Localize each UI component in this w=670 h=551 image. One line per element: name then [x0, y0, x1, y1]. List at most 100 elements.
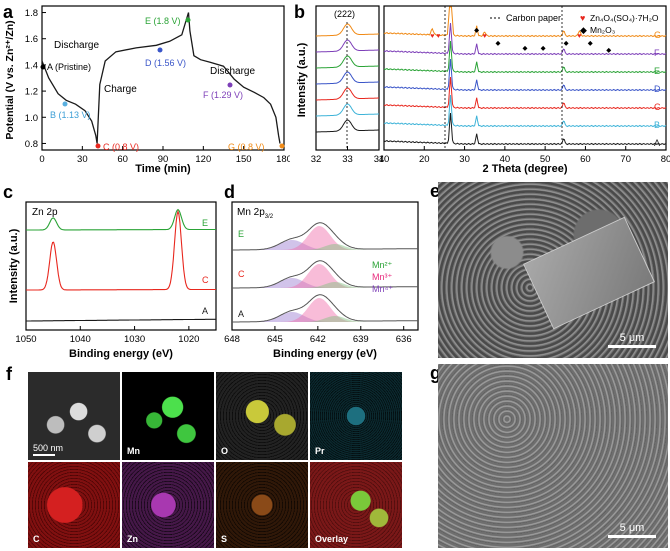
- eds-overlay-tile: Overlay: [310, 462, 402, 548]
- zn-hydroxide-marker: ♥: [483, 33, 487, 40]
- c-x-ticks: 1050 1040 1030 1020: [15, 326, 199, 345]
- x-tick-label: 30: [77, 154, 88, 165]
- panel-d-chart: d Mn 2p3/2 ECA Mn²⁺ Mn³⁺ Mn⁴⁺ 648 645 642 6…: [224, 182, 419, 360]
- mn2o3-marker: ◆: [474, 27, 480, 34]
- panel-a-letter: a: [3, 2, 14, 22]
- c-tick-label: 1040: [70, 334, 91, 345]
- panel-e: e 5 μm: [424, 180, 670, 360]
- d-frame: [231, 201, 419, 331]
- d-legend-mn3: Mn³⁺: [372, 272, 392, 282]
- b-main-curve-e: [383, 41, 667, 74]
- b-legend-mn: Mn₂O₃: [590, 25, 615, 35]
- b-inset-curve-c: [316, 87, 379, 101]
- scale-bar-g: 5 μm: [608, 522, 656, 538]
- b-main-curve-f: [383, 23, 667, 56]
- point-g-marker: [279, 143, 285, 149]
- b-main-curve-d: [383, 59, 667, 92]
- point-e-label: E (1.8 V): [145, 16, 181, 26]
- d-x-axis-label: Binding energy (eV): [273, 348, 377, 360]
- d-tick-label: 639: [353, 334, 369, 345]
- mn2o3-marker: ◆: [606, 47, 612, 54]
- eds-zn-tile: Zn: [122, 462, 214, 548]
- d-component-fill: [232, 312, 418, 322]
- c-tick-label: 1050: [15, 334, 36, 345]
- d-legend-mn4: Mn⁴⁺: [372, 284, 393, 294]
- b-series-label-g: G: [654, 30, 661, 40]
- d-envelope-a: [232, 294, 418, 323]
- mn2o3-marker: ◆: [541, 45, 547, 52]
- d-component-fill: [232, 244, 418, 250]
- x-tick-label: 180: [276, 154, 290, 165]
- b-tick-label: 30: [459, 154, 470, 165]
- eds-pr-tile: Pr: [310, 372, 402, 460]
- d-envelope-e: [232, 222, 418, 251]
- panel-f-letter: f: [6, 364, 13, 384]
- c-curve-a: [26, 318, 216, 322]
- d-envelope-c: [232, 260, 418, 289]
- c-title: Zn 2p: [32, 207, 58, 218]
- b-main-curve-c: [383, 77, 667, 110]
- d-title: Mn 2p3/2: [237, 207, 274, 220]
- b-main-curve-g: [383, 6, 667, 38]
- point-c-label: C (0.8 V): [103, 142, 139, 152]
- b-series-label-e: E: [654, 66, 660, 76]
- d-x-ticks: 648 645 642 639 636: [224, 326, 412, 345]
- y-tick-label: 1.0: [25, 113, 38, 124]
- b-series-label-c: C: [654, 102, 661, 112]
- x-tick-label: 150: [236, 154, 252, 165]
- charge-label: Charge: [104, 84, 137, 95]
- y-tick-label: 1.2: [25, 87, 38, 98]
- zn-hydroxide-marker: ♥: [436, 33, 440, 40]
- c-y-axis-label: Intensity (a.u.): [8, 228, 20, 303]
- eds-o-tile: O: [216, 372, 308, 460]
- sem-crystal-plate: [523, 216, 655, 330]
- b-peak-label: (222): [334, 9, 355, 19]
- c-series-label-a: A: [202, 306, 208, 316]
- b-x-ticks-left: 32 33 34: [311, 146, 384, 165]
- b-main-curves: [383, 6, 667, 146]
- d-series-label-e: E: [238, 229, 244, 239]
- panel-d-letter: d: [224, 182, 235, 202]
- c-curve-c: [26, 209, 216, 291]
- b-series-label-d: D: [654, 84, 661, 94]
- b-inset-curve-d: [316, 71, 379, 85]
- x-axis-label: Time (min): [135, 163, 191, 175]
- sem-image-g: 5 μm: [438, 364, 668, 548]
- discharge-label-1: Discharge: [54, 40, 99, 51]
- point-f-marker: [227, 82, 233, 88]
- y-tick-labels: 0.8 1.0 1.2 1.4 1.6 1.8: [25, 8, 46, 150]
- scale-bar-e: 5 μm: [608, 332, 656, 348]
- d-tick-label: 642: [310, 334, 326, 345]
- b-inset-frame: [315, 5, 380, 151]
- d-legend-mn2: Mn²⁺: [372, 260, 392, 270]
- panel-b-chart: b Intensity (a.u.) (222) 32 33 34 10 20 30 40…: [294, 2, 670, 175]
- b-series-label-b: B: [654, 120, 660, 130]
- c-series-label-c: C: [202, 275, 209, 285]
- galvanostatic-curve: [41, 12, 281, 144]
- b-tick-label: 80: [661, 154, 670, 165]
- b-main-frame: [383, 5, 667, 151]
- b-inset-curve-f: [316, 39, 379, 53]
- panel-e-letter: e: [430, 181, 440, 201]
- point-c-marker: [95, 143, 101, 149]
- discharge-label-2: Discharge: [210, 66, 255, 77]
- b-x-axis-label: 2 Theta (degree): [483, 163, 568, 175]
- y-tick-label: 1.6: [25, 34, 38, 45]
- mn2o3-marker: ◆: [496, 40, 502, 47]
- sem-image-e: 5 μm: [438, 182, 668, 358]
- eds-s-tile: S: [216, 462, 308, 548]
- panel-g: g 5 μm: [424, 362, 670, 551]
- x-tick-labels: 0 30 60 90 120 150 180: [39, 146, 290, 165]
- b-tick-label: 33: [342, 154, 353, 165]
- point-f-label: F (1.29 V): [203, 90, 243, 100]
- x-tick-label: 90: [158, 154, 169, 165]
- b-inset-curve-b: [316, 103, 379, 117]
- b-main-curve-a: [383, 113, 667, 146]
- zn-hydroxide-marker: ♥: [577, 33, 581, 40]
- haadf-scale: 500 nm: [33, 443, 63, 456]
- c-tick-label: 1030: [124, 334, 145, 345]
- d-tick-label: 645: [267, 334, 283, 345]
- svg-text:f: f: [6, 364, 13, 384]
- b-inset-curve-g: [316, 23, 379, 37]
